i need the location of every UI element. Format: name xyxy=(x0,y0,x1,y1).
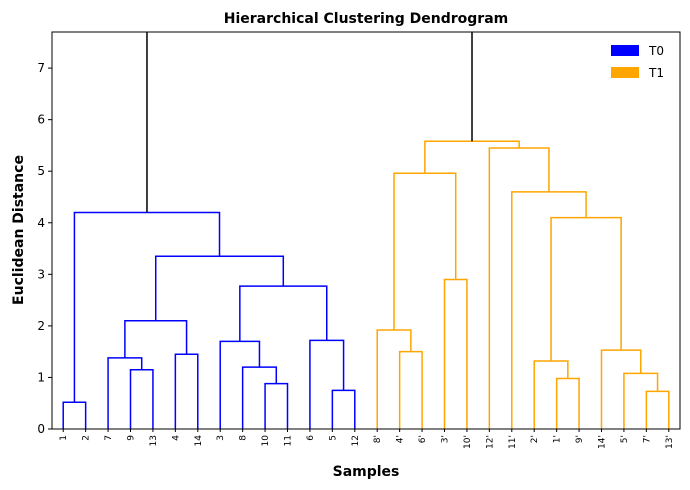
x-tick-label: 9' xyxy=(575,435,585,443)
dendrogram-link-c4 xyxy=(174,353,199,429)
dendrogram-link-d12 xyxy=(488,147,550,429)
x-tick-label: 5' xyxy=(620,435,630,443)
x-axis-label: Samples xyxy=(333,464,400,480)
y-axis: 0 1 2 3 4 5 6 7 xyxy=(37,61,52,436)
x-tick-label: 2' xyxy=(530,435,540,443)
x-tick-label: 6 xyxy=(306,435,316,441)
x-tick-label: 4 xyxy=(171,435,181,441)
y-tick-label: 4 xyxy=(37,216,45,230)
x-tick-label: 6' xyxy=(418,435,428,443)
x-tick-label: 14 xyxy=(194,435,204,447)
x-tick-label: 13' xyxy=(665,435,675,449)
x-tick-label: 14' xyxy=(598,435,608,449)
dendrogram-link-c10 xyxy=(309,339,345,429)
dendrogram-link-d11 xyxy=(511,191,587,429)
x-tick-label: 1 xyxy=(59,435,69,441)
dendrogram-link-c6 xyxy=(264,382,289,429)
x-axis: 1 2 7 9 13 4 14 3 8 10 11 6 5 12 8' 4' 6' 3' 10' 12' 11' 2' 1'… xyxy=(59,429,675,449)
x-tick-label: 12 xyxy=(351,435,361,446)
dendrogram-link-d8 xyxy=(623,372,659,429)
x-tick-label: 9 xyxy=(127,435,137,441)
legend: T0 T1 xyxy=(611,44,664,80)
y-tick-label: 0 xyxy=(37,422,45,436)
dendrogram-link-c11 xyxy=(239,285,328,342)
legend-label-t1: T1 xyxy=(648,66,664,80)
dendrogram-link-c5 xyxy=(124,319,188,358)
dendrogram-link-c7 xyxy=(241,366,278,429)
dendrogram-link-d9 xyxy=(600,349,642,429)
x-tick-label: 1' xyxy=(553,435,563,443)
dendrogram-link-d6 xyxy=(533,360,569,429)
x-tick-label: 13 xyxy=(149,435,159,446)
legend-label-t0: T0 xyxy=(648,44,664,58)
dendrogram-link-d7 xyxy=(645,390,670,429)
dendrogram-link-d5 xyxy=(555,377,580,429)
x-tick-label: 3 xyxy=(216,435,226,441)
legend-swatch-t1 xyxy=(611,67,639,78)
dendrogram-link-c9 xyxy=(331,389,356,429)
y-tick-label: 7 xyxy=(37,61,45,75)
dendrogram-link-d2 xyxy=(376,329,412,429)
x-tick-label: 2 xyxy=(82,435,92,441)
y-tick-label: 3 xyxy=(37,267,45,281)
legend-swatch-t0 xyxy=(611,45,639,56)
dendrogram-link-d4 xyxy=(393,172,457,331)
x-tick-label: 11' xyxy=(508,435,518,449)
x-tick-label: 8 xyxy=(239,435,249,441)
x-tick-label: 5 xyxy=(328,435,338,441)
chart-title: Hierarchical Clustering Dendrogram xyxy=(224,11,508,27)
x-tick-label: 12' xyxy=(485,435,495,449)
y-axis-label: Euclidean Distance xyxy=(11,155,27,305)
x-tick-label: 7' xyxy=(642,435,652,443)
dendrogram-link-d13 xyxy=(424,140,520,174)
y-tick-label: 2 xyxy=(37,319,45,333)
dendrogram-link-c3 xyxy=(107,357,143,429)
x-tick-label: 10' xyxy=(463,435,473,449)
x-tick-label: 3' xyxy=(441,435,451,443)
x-tick-label: 4' xyxy=(396,435,406,443)
y-tick-label: 6 xyxy=(37,113,45,127)
x-tick-label: 11 xyxy=(284,435,294,446)
y-tick-label: 1 xyxy=(37,370,45,384)
dendrogram-link-d10 xyxy=(550,216,622,361)
dendrogram-link-c12 xyxy=(154,255,285,321)
dendrogram-link-c1 xyxy=(62,401,87,429)
x-tick-label: 10 xyxy=(261,435,271,447)
dendrogram-link-d3 xyxy=(443,278,468,429)
x-tick-label: 7 xyxy=(104,435,114,441)
plot-frame xyxy=(51,31,681,430)
dendrogram-link-c8 xyxy=(219,340,261,429)
dendrogram-links xyxy=(62,32,670,429)
dendrogram-link-c2 xyxy=(129,368,154,429)
x-tick-label: 8' xyxy=(373,435,383,443)
dendrogram-link-d1 xyxy=(398,350,423,429)
dendrogram-link-c13 xyxy=(73,211,221,403)
y-tick-label: 5 xyxy=(37,164,45,178)
